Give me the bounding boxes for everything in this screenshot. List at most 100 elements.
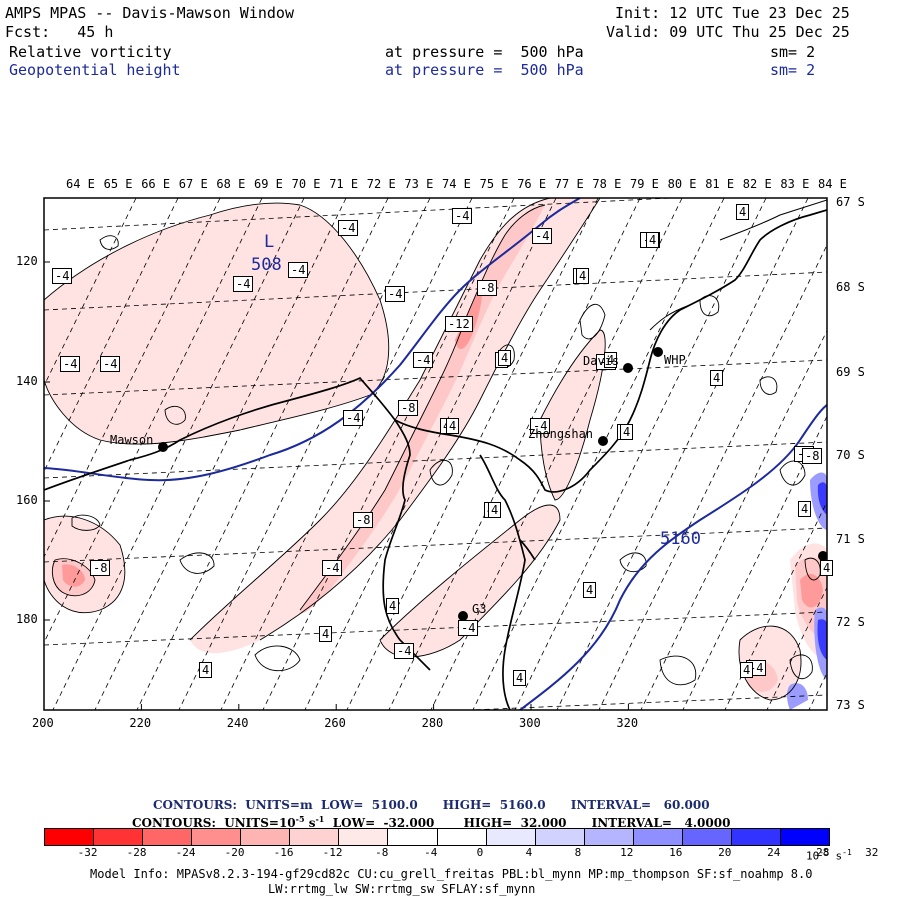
contour-value-label: 4 bbox=[319, 626, 333, 642]
low-marker: L bbox=[264, 232, 275, 252]
contour-value-label: -4 bbox=[343, 410, 364, 426]
x-tick-label: 220 bbox=[129, 716, 152, 730]
latitude-label: 73 S bbox=[836, 698, 865, 712]
colorbar-label: -16 bbox=[273, 846, 294, 859]
g3-marker bbox=[458, 611, 468, 621]
colorbar-swatch bbox=[486, 829, 536, 845]
station-label-whp: WHP bbox=[664, 353, 686, 367]
longitude-label: 82 E bbox=[742, 177, 772, 191]
contour-value-label: 4 bbox=[513, 670, 527, 686]
zhongshan-marker bbox=[598, 436, 608, 446]
longitude-label: 66 E bbox=[141, 177, 171, 191]
x-tick-label: 260 bbox=[324, 716, 346, 730]
contour-value-label: 4 bbox=[620, 424, 634, 440]
colorbar-swatch bbox=[780, 829, 829, 845]
field1-name: Relative vorticity bbox=[9, 43, 172, 61]
contour-value-label: -4 bbox=[288, 262, 309, 278]
contour-value-label: -4 bbox=[233, 276, 254, 292]
contour-value-label: -4 bbox=[394, 643, 415, 659]
x-tick-label: 240 bbox=[226, 716, 249, 730]
colorbar-swatch bbox=[535, 829, 585, 845]
longitude-label: 78 E bbox=[592, 177, 622, 191]
colorbar-label: 8 bbox=[574, 846, 582, 859]
contour-value-label: -8 bbox=[802, 448, 823, 464]
init-time: Init: 12 UTC Tue 23 Dec 25 bbox=[615, 4, 850, 22]
valid-time: Valid: 09 UTC Thu 25 Dec 25 bbox=[606, 23, 850, 41]
contour-value-label: -4 bbox=[413, 352, 434, 368]
colorbar-swatch bbox=[339, 829, 389, 845]
height-contours bbox=[44, 198, 827, 710]
station-label-mawson: Mawson bbox=[110, 433, 154, 447]
forecast-hour: Fcst: 45 h bbox=[5, 23, 114, 41]
colorbar-label: 16 bbox=[669, 846, 683, 859]
colorbar-label: 4 bbox=[525, 846, 533, 859]
x-tick-label: 300 bbox=[519, 716, 541, 730]
field2-smoothing: sm= 2 bbox=[770, 61, 816, 79]
contour-value-label: -8 bbox=[353, 512, 374, 528]
longitude-label: 71 E bbox=[329, 177, 359, 191]
latitude-label: 69 S bbox=[836, 365, 865, 379]
colorbar-label: 0 bbox=[476, 846, 484, 859]
height-label-508: 508 bbox=[251, 255, 282, 275]
model-info-physics: LW:rrtmg_lw SW:rrtmg_sw SFLAY:sf_mynn bbox=[268, 882, 536, 896]
longitude-label: 69 E bbox=[254, 177, 283, 191]
map-title: AMPS MPAS -- Davis-Mawson Window bbox=[5, 4, 294, 22]
colorbar-label: 12 bbox=[620, 846, 634, 859]
longitude-label: 81 E bbox=[705, 177, 735, 191]
contour-value-label: 4 bbox=[736, 204, 750, 220]
colorbar-label: 20 bbox=[718, 846, 732, 859]
x-tick-label: 280 bbox=[421, 716, 444, 730]
contour-value-label: 4 bbox=[488, 502, 502, 518]
latitude-label: 67 S bbox=[836, 195, 865, 209]
contour-value-label: 4 bbox=[583, 582, 597, 598]
longitude-label: 64 E bbox=[66, 177, 95, 191]
longitude-label: 68 E bbox=[216, 177, 246, 191]
colorbar-label: -28 bbox=[126, 846, 147, 859]
colorbar-units: 10-5 s-1 bbox=[806, 848, 852, 863]
colorbar-swatch bbox=[388, 829, 438, 845]
colorbar-label: -20 bbox=[224, 846, 245, 859]
contour-value-label: 4 bbox=[386, 598, 400, 614]
colorbar-label: 32 bbox=[865, 846, 879, 859]
contour-value-label: -4 bbox=[338, 220, 359, 236]
contour-value-label: -12 bbox=[445, 316, 473, 332]
longitude-label: 79 E bbox=[630, 177, 659, 191]
longitude-label: 80 E bbox=[667, 177, 697, 191]
contour-value-label: 4 bbox=[646, 232, 660, 248]
whp-marker bbox=[653, 347, 663, 357]
colorbar-swatch bbox=[94, 829, 144, 845]
colorbar-swatch bbox=[290, 829, 340, 845]
latitude-label: 72 S bbox=[836, 615, 865, 629]
colorbar-label: -12 bbox=[322, 846, 343, 859]
y-tick-label: 120 bbox=[16, 254, 38, 268]
colorbar-swatch bbox=[45, 829, 95, 845]
longitude-label: 73 E bbox=[404, 177, 434, 191]
colorbar-label: 24 bbox=[767, 846, 781, 859]
contour-value-label: -4 bbox=[532, 228, 553, 244]
x-tick-label: 320 bbox=[616, 716, 639, 730]
edge-marker bbox=[818, 551, 827, 561]
latitude-lines bbox=[44, 198, 827, 710]
contour-value-label: -4 bbox=[458, 620, 479, 636]
contour-value-label: 4 bbox=[576, 268, 590, 284]
longitude-label: 65 E bbox=[103, 177, 133, 191]
height-label-5160: 5160 bbox=[660, 529, 701, 549]
colorbar-label: -4 bbox=[424, 846, 438, 859]
colorbar-label: 28 bbox=[816, 846, 830, 859]
contour-value-label: -4 bbox=[385, 286, 406, 302]
longitude-label: 72 E bbox=[366, 177, 396, 191]
longitude-label: 84 E bbox=[818, 177, 847, 191]
contour-value-label: 4 bbox=[820, 560, 834, 576]
contour-value-label: -8 bbox=[90, 560, 111, 576]
contour-value-label: -4 bbox=[530, 418, 551, 434]
contour-value-label: -4 bbox=[60, 356, 81, 372]
contour-value-label: 4 bbox=[798, 501, 812, 517]
map-frame bbox=[43, 197, 828, 711]
colorbar-swatch bbox=[633, 829, 683, 845]
colorbar-swatch bbox=[584, 829, 634, 845]
contours-vorticity-info: CONTOURS: UNITS=10-5 s-1 LOW= -32.000 HI… bbox=[132, 814, 731, 830]
mawson-marker bbox=[158, 442, 168, 452]
colorbar-label: -32 bbox=[77, 846, 98, 859]
y-tick-label: 180 bbox=[16, 612, 38, 626]
